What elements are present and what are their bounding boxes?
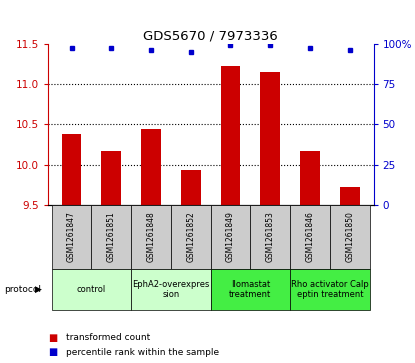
Bar [141, 129, 161, 205]
Bar [210, 205, 250, 269]
Text: GSM1261846: GSM1261846 [305, 211, 315, 262]
Bar [52, 269, 131, 310]
Text: EphA2-overexpres
sion: EphA2-overexpres sion [132, 280, 210, 299]
Text: Ilomastat
treatment: Ilomastat treatment [229, 280, 271, 299]
Text: ▶: ▶ [35, 285, 42, 294]
Text: GSM1261852: GSM1261852 [186, 212, 195, 262]
Text: protocol: protocol [4, 285, 41, 294]
Bar [131, 205, 171, 269]
Bar [171, 205, 211, 269]
Bar [220, 66, 240, 205]
Text: ■: ■ [48, 333, 57, 343]
Text: Rho activator Calp
eptin treatment: Rho activator Calp eptin treatment [291, 280, 369, 299]
Text: control: control [77, 285, 106, 294]
Bar [62, 134, 81, 205]
Bar [181, 170, 201, 205]
Bar [250, 205, 290, 269]
Bar [300, 151, 320, 205]
Bar [340, 187, 359, 205]
Title: GDS5670 / 7973336: GDS5670 / 7973336 [143, 29, 278, 42]
Bar [52, 205, 91, 269]
Text: percentile rank within the sample: percentile rank within the sample [66, 348, 220, 356]
Bar [131, 269, 211, 310]
Bar [260, 72, 280, 205]
Text: GSM1261848: GSM1261848 [146, 212, 156, 262]
Bar [330, 205, 369, 269]
Bar [101, 151, 121, 205]
Text: GSM1261850: GSM1261850 [345, 211, 354, 262]
Bar [290, 269, 369, 310]
Text: GSM1261849: GSM1261849 [226, 211, 235, 262]
Text: GSM1261851: GSM1261851 [107, 212, 116, 262]
Text: ■: ■ [48, 347, 57, 357]
Text: GSM1261853: GSM1261853 [266, 211, 275, 262]
Bar [210, 269, 290, 310]
Bar [91, 205, 131, 269]
Bar [290, 205, 330, 269]
Text: GSM1261847: GSM1261847 [67, 211, 76, 262]
Text: transformed count: transformed count [66, 333, 151, 342]
